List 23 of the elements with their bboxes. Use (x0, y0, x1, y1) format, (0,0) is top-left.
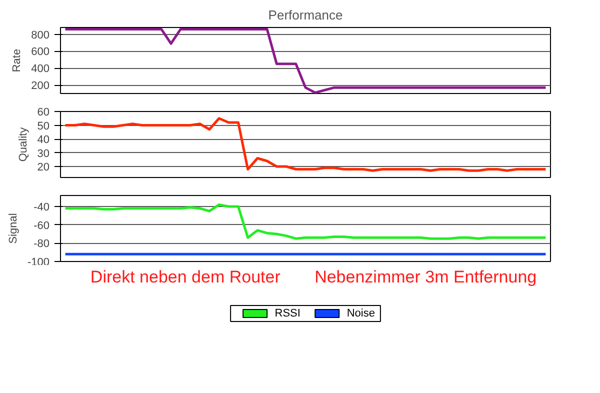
y-tick-label: 30 (37, 148, 50, 160)
legend-label: RSSI (274, 308, 300, 320)
y-tick-label: -80 (34, 238, 50, 250)
y-tick-label: 50 (37, 120, 50, 132)
chart-title: Performance (268, 8, 343, 22)
y-tick-label: 20 (37, 162, 50, 174)
y-tick-label: 60 (37, 106, 50, 118)
text: Nebenzimmer 3m Entfernung (314, 268, 537, 286)
y-axis-title: Signal (7, 213, 20, 244)
y-axis-title: Quality (17, 126, 30, 162)
y-tick-label: 600 (31, 46, 50, 58)
y-tick-label: 400 (31, 63, 50, 76)
y-tick-label: 800 (31, 29, 50, 42)
y-tick-label: 200 (31, 80, 50, 92)
y-tick-label: -40 (34, 202, 50, 214)
line-series (64, 117, 547, 172)
y-tick-label: -60 (34, 220, 50, 232)
text: Direkt neben dem Router (90, 268, 281, 286)
y-tick-label: 40 (37, 134, 50, 146)
y-axis-title: Rate (11, 48, 24, 72)
line-series (64, 28, 547, 94)
legend-label: Noise (346, 308, 375, 320)
line-series (64, 203, 547, 240)
